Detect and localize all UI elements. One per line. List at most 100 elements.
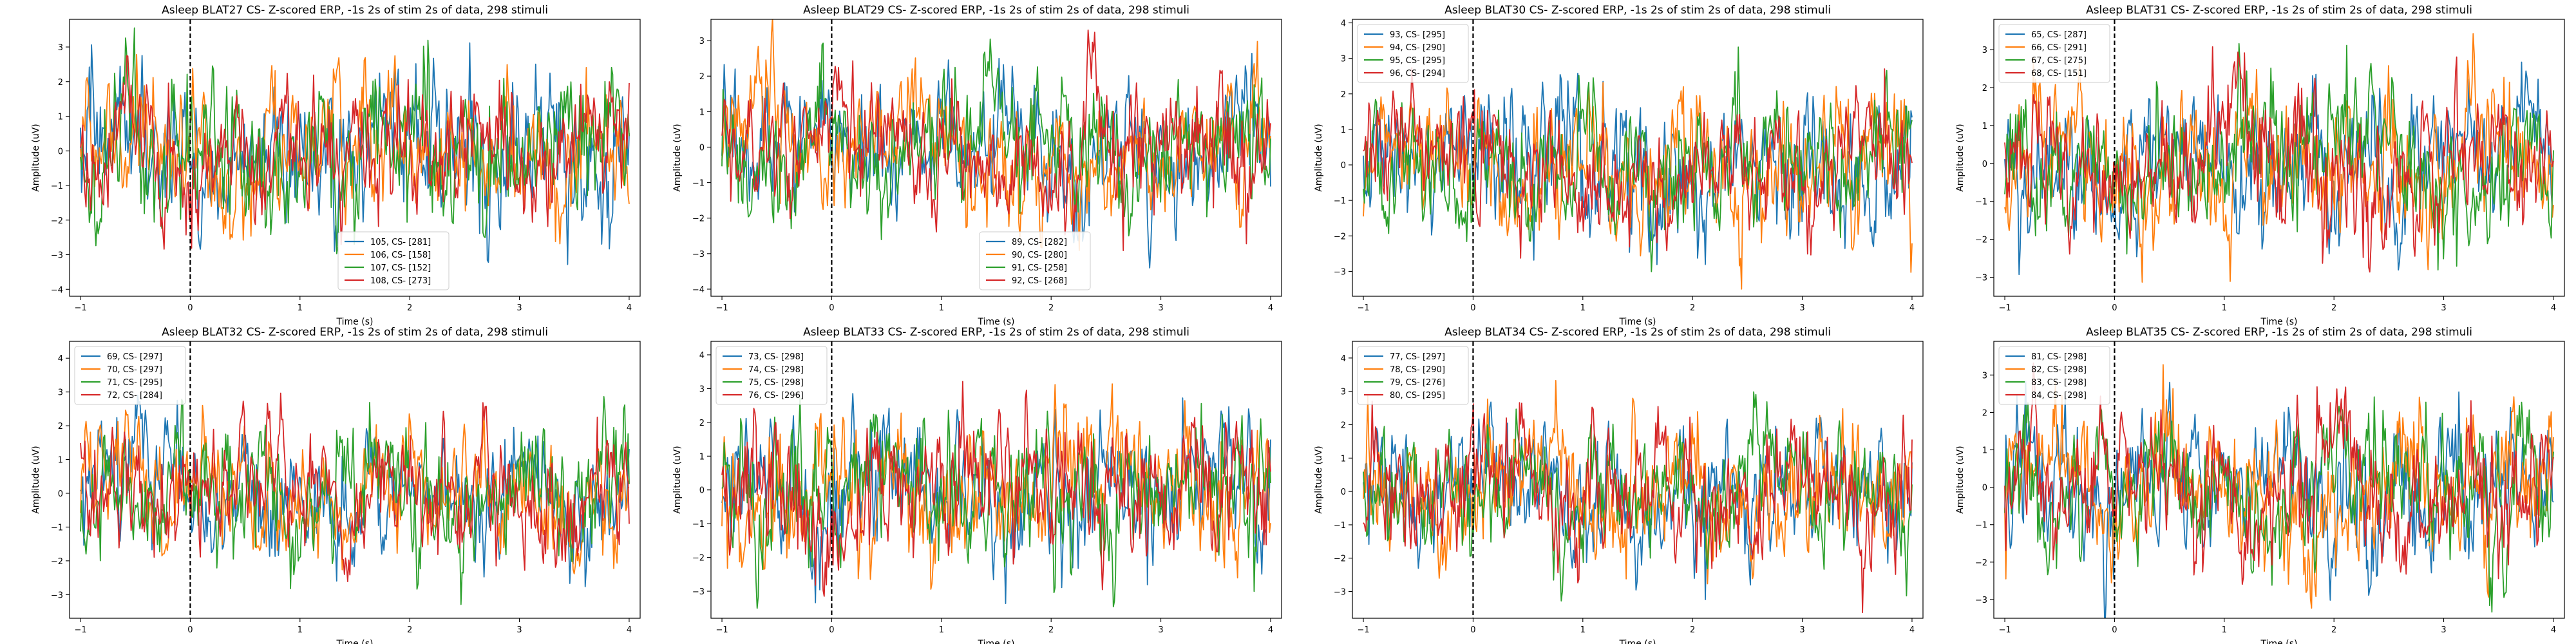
series-group [80,392,630,605]
series-line-1 [80,42,630,265]
y-tick-label: 2 [1341,421,1346,431]
y-tick-label: 2 [58,78,63,88]
legend: 69, CS- [297] 70, CS- [297] 71, CS- [295] 7… [74,346,186,405]
legend-entry: 90, CS- [280] [1012,251,1067,260]
legend-entry: 74, CS- [298] [748,365,804,375]
legend: 65, CS- [287] 66, CS- [291] 67, CS- [275] 6… [1998,24,2110,83]
x-axis-label: Time (s) [336,639,374,644]
legend-entry: 75, CS- [298] [748,378,804,388]
x-tick-label: 2 [1048,625,1054,635]
y-tick-label: 3 [58,43,63,53]
chart-panel-7: Asleep BLAT34 CS- Z-scored ERP, -1s 2s o… [1314,326,1924,644]
x-axis-label: Time (s) [1619,639,1656,644]
x-tick-label: 4 [1909,625,1915,635]
x-axis-label: Time (s) [2260,639,2298,644]
y-tick-label: −3 [1975,274,1987,283]
x-tick-label: −1 [1357,625,1369,635]
x-axis-label: Time (s) [978,317,1015,327]
y-tick-label: 1 [1341,126,1346,135]
legend-entry: 67, CS- [275] [2031,56,2087,66]
y-tick-label: −1 [1975,198,1987,207]
x-tick-label: −1 [1998,625,2011,635]
y-tick-label: −2 [1975,558,1987,568]
series-line-4 [1363,401,1913,614]
x-tick-label: −1 [1998,303,2011,313]
x-tick-label: −1 [715,303,728,313]
x-tick-label: 1 [1580,303,1586,313]
legend-box [1357,24,1469,83]
legend-entry: 105, CS- [281] [370,238,431,247]
y-tick-label: −3 [692,587,705,597]
chart-panel-6: Asleep BLAT33 CS- Z-scored ERP, -1s 2s o… [672,326,1282,644]
chart-title: Asleep BLAT34 CS- Z-scored ERP, -1s 2s o… [1444,326,1831,339]
y-tick-label: 1 [1341,454,1346,464]
y-tick-label: −2 [1975,236,1987,245]
series-group [1363,46,1913,290]
axes-frame [710,341,1282,619]
legend-entry: 91, CS- [258] [1012,263,1067,273]
legend-box [1357,346,1469,405]
y-tick-label: 3 [1982,371,1987,381]
legend-entry: 106, CS- [158] [370,251,431,260]
series-group [1363,380,1913,614]
x-tick-label: 0 [829,625,834,635]
legend-box [1998,346,2110,405]
y-tick-label: 0 [58,147,63,156]
y-tick-label: 3 [1982,46,1987,55]
legend-entry: 108, CS- [273] [370,276,431,286]
x-tick-label: 4 [627,303,632,313]
y-tick-label: −2 [1334,554,1346,564]
legend-entry: 69, CS- [297] [107,352,162,362]
y-tick-label: 1 [1982,122,1987,131]
chart-title: Asleep BLAT31 CS- Z-scored ERP, -1s 2s o… [2086,4,2472,17]
x-axis-label: Time (s) [978,639,1015,644]
x-tick-label: 2 [407,303,412,313]
x-tick-label: −1 [715,625,728,635]
series-line-4 [80,55,630,250]
y-tick-label: 1 [699,452,705,462]
legend-box [979,231,1091,290]
x-axis-label: Time (s) [2260,317,2298,327]
y-axis-label: Amplitude (uV) [31,446,41,514]
x-tick-label: 0 [187,303,193,313]
y-tick-label: 2 [1341,90,1346,100]
legend: 93, CS- [295] 94, CS- [290] 95, CS- [295] 9… [1357,24,1469,83]
series-line-3 [80,27,630,254]
chart-title: Asleep BLAT35 CS- Z-scored ERP, -1s 2s o… [2086,326,2472,339]
x-tick-label: 1 [939,625,944,635]
y-tick-label: 4 [699,351,705,361]
series-group [2004,33,2554,283]
series-line-4 [2004,46,2554,273]
legend-entry: 95, CS- [295] [1390,56,1445,66]
y-tick-label: −3 [51,251,63,261]
legend-entry: 107, CS- [152] [370,263,431,273]
y-axis-label: Amplitude (uV) [1955,446,1965,514]
y-tick-label: 2 [699,419,705,428]
y-tick-label: −4 [51,285,63,295]
x-tick-label: 4 [2551,625,2556,635]
x-tick-label: 0 [1470,625,1475,635]
x-tick-label: 3 [1158,303,1163,313]
legend-entry: 79, CS- [276] [1390,378,1445,388]
y-tick-label: 2 [1982,408,1987,418]
legend-entry: 84, CS- [298] [2031,391,2087,401]
x-tick-label: 2 [2331,625,2336,635]
y-tick-label: 2 [58,422,63,431]
series-line-4 [721,381,1271,597]
x-tick-label: 0 [2112,303,2117,313]
series-line-4 [721,29,1271,251]
axes-frame [1352,19,1924,297]
series-line-3 [721,38,1271,240]
x-tick-label: 1 [2222,625,2227,635]
y-tick-label: 3 [699,384,705,394]
y-tick-label: 0 [1982,160,1987,169]
x-tick-label: −1 [74,303,86,313]
axes-frame [1993,341,2565,619]
legend-box [1998,24,2110,83]
legend-entry: 94, CS- [290] [1390,43,1445,53]
y-tick-label: 2 [699,72,705,82]
y-tick-label: 3 [58,388,63,398]
y-tick-label: 0 [58,489,63,499]
x-tick-label: 4 [627,625,632,635]
y-tick-label: 0 [699,143,705,153]
